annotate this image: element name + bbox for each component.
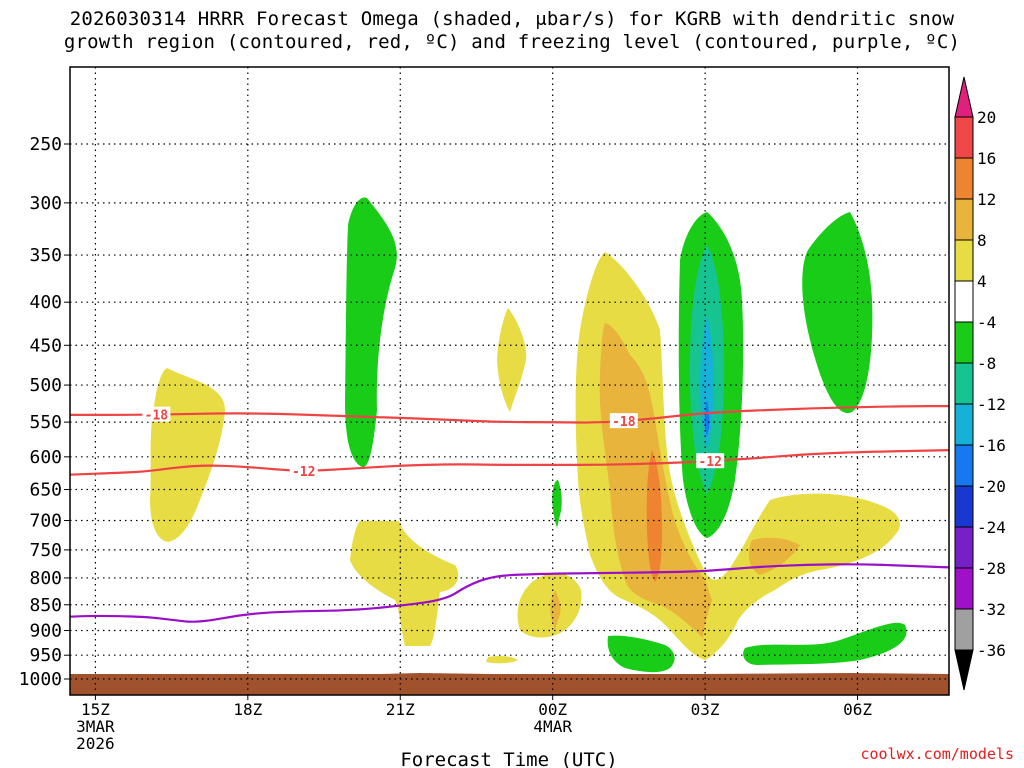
chart-title-line-1: 2026030314 HRRR Forecast Omega (shaded, … (69, 8, 955, 30)
x-tick-label: 4MAR (533, 717, 572, 736)
colorbar-swatch (954, 239, 974, 282)
colorbar-tip-bottom (954, 649, 974, 691)
colorbar-tip-top (954, 76, 974, 118)
contour-label-bg (609, 413, 638, 429)
colorbar-label: -8 (977, 354, 996, 373)
omega-region-neg-f (802, 212, 873, 414)
credit-label: coolwx.com/models (860, 745, 1014, 763)
colorbar-label: -24 (977, 518, 1006, 537)
y-tick-label: 700 (29, 510, 62, 531)
omega-region-pos-e (486, 656, 518, 664)
omega-region-pos-i (550, 590, 561, 630)
omega-region-pos-c (350, 521, 459, 646)
omega-region-neg-g (552, 480, 562, 528)
colorbar-swatch (954, 280, 974, 323)
y-tick-label: 250 (29, 134, 62, 155)
colorbar-label: -28 (977, 559, 1006, 578)
contour-label: -12 (292, 465, 315, 480)
y-tick-label: 950 (29, 645, 62, 666)
x-tick-label: 18Z (233, 700, 262, 719)
omega-region-pos-j (646, 450, 662, 582)
colorbar-swatch (954, 526, 974, 569)
contour-line-freezing-level (70, 563, 949, 623)
y-tick-label: 650 (29, 480, 62, 501)
y-tick-label: 300 (29, 193, 62, 214)
contour-label: -18 (145, 409, 169, 424)
contour-label-bg (142, 406, 171, 422)
colorbar-label: 8 (977, 231, 987, 250)
y-tick-label: 900 (29, 620, 62, 641)
colorbar-label: -32 (977, 600, 1006, 619)
contour-label: -18 (612, 415, 636, 430)
colorbar-swatch (954, 485, 974, 528)
colorbar-swatch (954, 403, 974, 446)
plot-area: -18 -18 -12 -12 (70, 67, 949, 695)
colorbar-swatch (954, 608, 974, 651)
colorbar-label: -36 (977, 641, 1006, 660)
chart-title-line-2: growth region (contoured, red, ºC) and f… (63, 31, 961, 53)
contour-label: -12 (698, 455, 721, 470)
gridlines (70, 67, 949, 695)
x-tick-label: 00Z (538, 700, 567, 719)
y-tick-label: 550 (29, 412, 62, 433)
y-tick-label: 750 (29, 540, 62, 561)
x-tick-label: 3MAR (76, 717, 115, 736)
y-tick-label: 600 (29, 447, 62, 468)
colorbar-swatch (954, 116, 974, 159)
y-tick-label: 800 (29, 568, 62, 589)
temperature-contours: -18 -18 -12 -12 (70, 405, 949, 623)
colorbar: 20 16 12 8 4 -4 -8 -12 -16 -20 -24 -28 -32 -36 (954, 76, 1006, 691)
colorbar-swatch (954, 567, 974, 610)
x-axis-label: Forecast Time (UTC) (400, 749, 617, 768)
y-axis: 250 300 350 400 450 500 550 600 650 700 750 800 850 9… (19, 134, 70, 690)
y-tick-label: 500 (29, 375, 62, 396)
plot-frame (69, 66, 950, 696)
omega-region-neg-d (700, 315, 714, 450)
y-tick-label: 450 (29, 335, 62, 356)
y-tick-label: 350 (29, 245, 62, 266)
colorbar-label: -12 (977, 395, 1006, 414)
omega-region-neg-h (607, 635, 675, 673)
omega-region-pos-h (748, 537, 800, 575)
omega-region-neg-a (345, 197, 397, 468)
colorbar-label: 20 (977, 108, 996, 127)
contour-line-minus18 (70, 405, 949, 424)
colorbar-label: -16 (977, 436, 1006, 455)
omega-shading (150, 197, 907, 673)
omega-region-neg-e (704, 400, 710, 436)
contour-line-minus12 (70, 449, 949, 476)
y-tick-label: 850 (29, 595, 62, 616)
y-tick-label: 1000 (19, 669, 62, 690)
x-tick-label: 06Z (843, 700, 872, 719)
colorbar-swatch (954, 362, 974, 405)
colorbar-swatch (954, 321, 974, 364)
x-tick-label: 15Z (81, 700, 110, 719)
y-tick-label: 400 (29, 292, 62, 313)
colorbar-label: 16 (977, 149, 996, 168)
omega-region-pos-a (150, 368, 225, 542)
x-tick-label: 2026 (76, 734, 115, 753)
omega-region-pos-b (497, 308, 527, 412)
colorbar-label: 12 (977, 190, 996, 209)
colorbar-label: -4 (977, 313, 996, 332)
contour-label-bg (289, 463, 318, 479)
colorbar-label: 4 (977, 272, 987, 291)
colorbar-swatch (954, 444, 974, 487)
contour-label-bg (696, 453, 725, 469)
x-tick-label: 03Z (691, 700, 720, 719)
omega-region-neg-i (743, 622, 907, 666)
colorbar-label: -20 (977, 477, 1006, 496)
colorbar-swatch (954, 198, 974, 241)
ground-edge (70, 673, 949, 680)
x-tick-label: 21Z (386, 700, 415, 719)
colorbar-swatch (954, 157, 974, 200)
